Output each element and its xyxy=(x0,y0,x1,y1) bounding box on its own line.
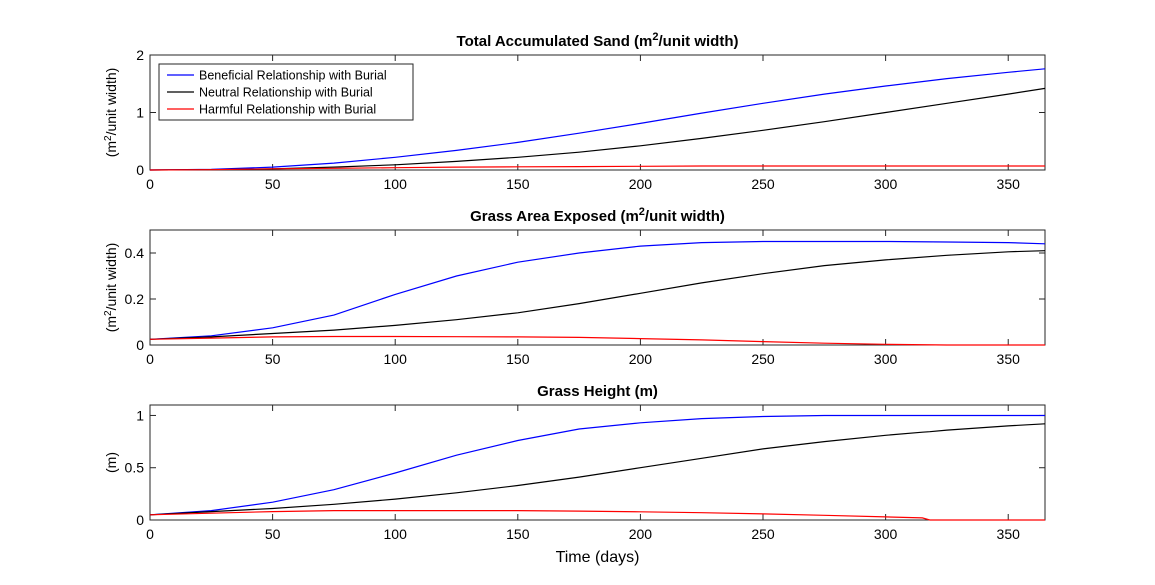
y-tick-label: 2 xyxy=(136,47,144,63)
subplot-title: Grass Area Exposed (m2/unit width) xyxy=(470,206,725,225)
y-tick-label: 0 xyxy=(136,337,144,353)
y-label-tail: /unit width) xyxy=(103,243,119,311)
y-tick-label: 1 xyxy=(136,407,144,423)
x-tick-label: 50 xyxy=(265,176,281,192)
x-tick-label: 250 xyxy=(751,351,775,367)
title-superscript: 2 xyxy=(639,206,645,218)
y-label-main: (m xyxy=(103,141,119,157)
legend: Beneficial Relationship with Burial Neutr… xyxy=(158,63,414,121)
subplot-title: Grass Height (m) xyxy=(537,383,658,400)
title-superscript: 2 xyxy=(652,31,658,43)
y-tick-label: 0.2 xyxy=(125,291,145,307)
series-line-3 xyxy=(149,510,1045,521)
subplot-title: Total Accumulated Sand (m2/unit width) xyxy=(457,31,739,50)
title-tail: /unit width) xyxy=(659,33,739,50)
x-tick-label: 300 xyxy=(874,526,898,542)
legend-label: Harmful Relationship with Burial xyxy=(199,103,376,117)
x-tick-label: 350 xyxy=(997,526,1021,542)
subplot-2: 0 50 100 150 200 250 300 350 0 0.2 0.4 Grass Area E… xyxy=(103,206,1046,367)
legend-label: Beneficial Relationship with Burial xyxy=(199,69,387,83)
x-tick-label: 50 xyxy=(265,526,281,542)
y-axis-label: (m2/unit width) xyxy=(103,68,120,158)
x-tick-label: 200 xyxy=(629,351,653,367)
x-tick-label: 100 xyxy=(384,351,408,367)
y-axis-label: (m2/unit width) xyxy=(103,243,120,333)
x-tick-label: 250 xyxy=(751,526,775,542)
x-tick-label: 250 xyxy=(751,176,775,192)
x-axis-label: Time (days) xyxy=(556,549,640,566)
y-label-tail: /unit width) xyxy=(103,68,119,136)
y-tick-label: 0.5 xyxy=(125,460,145,476)
x-tick-label: 100 xyxy=(384,526,408,542)
x-tick-label: 150 xyxy=(506,526,530,542)
series-line-3 xyxy=(149,165,1045,171)
y-label-superscript: 2 xyxy=(103,135,114,141)
series-line-3 xyxy=(149,335,1045,346)
legend-box xyxy=(158,63,414,121)
x-tick-label: 150 xyxy=(506,176,530,192)
x-tick-label: 0 xyxy=(146,526,154,542)
y-label-main: (m xyxy=(103,316,119,332)
subplot-3: 0 50 100 150 200 250 300 350 0 0.5 1 Grass Height (… xyxy=(103,383,1046,566)
title-tail: /unit width) xyxy=(645,208,725,225)
y-label-main: (m) xyxy=(103,452,119,473)
y-tick-label: 1 xyxy=(136,105,144,121)
x-tick-label: 100 xyxy=(384,176,408,192)
y-label-superscript: 2 xyxy=(103,310,114,316)
x-tick-label: 350 xyxy=(997,176,1021,192)
y-axis-label: (m) xyxy=(103,452,119,473)
title-main: Total Accumulated Sand (m xyxy=(457,33,653,50)
x-tick-label: 200 xyxy=(629,526,653,542)
series-line-1 xyxy=(149,414,1045,516)
x-tick-label: 0 xyxy=(146,176,154,192)
y-tick-label: 0.4 xyxy=(125,245,145,261)
series-line-2 xyxy=(149,250,1046,340)
y-tick-label: 0 xyxy=(136,512,144,528)
series-line-1 xyxy=(149,240,1046,340)
x-tick-label: 200 xyxy=(629,176,653,192)
title-main: Grass Height (m) xyxy=(537,383,658,400)
legend-label: Neutral Relationship with Burial xyxy=(199,86,373,100)
x-tick-label: 150 xyxy=(506,351,530,367)
x-tick-label: 300 xyxy=(874,176,898,192)
x-tick-label: 350 xyxy=(997,351,1021,367)
x-tick-label: 50 xyxy=(265,351,281,367)
x-tick-label: 300 xyxy=(874,351,898,367)
series-line-2 xyxy=(149,423,1046,516)
axes-frame xyxy=(149,229,1046,346)
y-tick-label: 0 xyxy=(136,162,144,178)
series-line-1 xyxy=(149,68,1046,171)
x-tick-label: 0 xyxy=(146,351,154,367)
axes-frame xyxy=(149,404,1046,521)
title-main: Grass Area Exposed (m xyxy=(470,208,639,225)
